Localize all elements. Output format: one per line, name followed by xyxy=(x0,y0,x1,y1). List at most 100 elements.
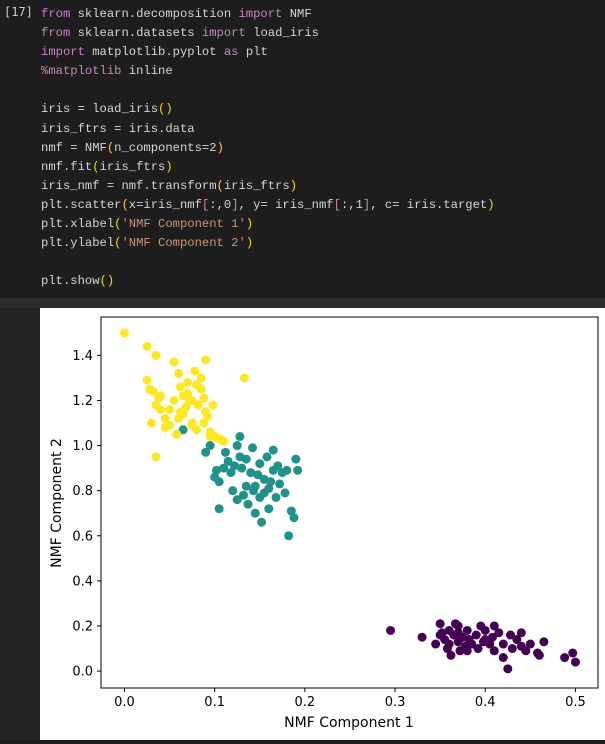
scatter-point xyxy=(190,366,200,376)
scatter-chart: 0.0 0.1 0.2 0.3 0.4 0.5 0.0 0.2 0.4 0.6 0.8 1.0 1.2… xyxy=(49,316,599,731)
code-token: plt.scatter xyxy=(41,197,122,212)
code-line: nmf.fit(iris_ftrs) xyxy=(41,158,495,177)
scatter-point xyxy=(568,648,578,658)
x-tick-label: 0.0 xyxy=(114,695,135,710)
scatter-point xyxy=(264,483,274,493)
scatter-point xyxy=(232,495,242,505)
scatter-point xyxy=(235,432,245,442)
scatter-point xyxy=(498,653,508,663)
y-tick-label: 0.8 xyxy=(72,484,93,499)
scatter-point xyxy=(286,506,296,516)
code-line: from sklearn.decomposition import NMF xyxy=(41,5,495,24)
scatter-point xyxy=(199,418,209,428)
scatter-point xyxy=(570,657,580,667)
scatter-point xyxy=(453,628,463,638)
scatter-point xyxy=(201,355,211,365)
scatter-point xyxy=(239,490,249,500)
code-token: as xyxy=(223,45,239,60)
code-token: plt.xlabel xyxy=(41,217,115,232)
y-axis-label: NMF Component 2 xyxy=(49,438,65,568)
code-token: plt xyxy=(238,45,268,60)
scatter-point xyxy=(273,461,283,471)
scatter-point xyxy=(275,479,285,489)
scatter-point xyxy=(232,441,242,451)
code-line: nmf = NMF(n_components=2) xyxy=(41,139,495,158)
code-token: ) xyxy=(245,236,254,251)
code-token: iris_nmf = nmf.transform xyxy=(41,178,217,193)
scatter-point xyxy=(174,368,184,378)
code-line xyxy=(41,81,495,100)
scatter-point xyxy=(148,386,158,396)
scatter-point xyxy=(293,465,303,475)
scatter-point xyxy=(480,635,490,645)
scatter-point xyxy=(250,508,260,518)
scatter-point xyxy=(178,425,188,435)
code-token: , y= iris_nmf xyxy=(238,197,334,212)
scatter-point xyxy=(539,637,549,647)
scatter-point xyxy=(262,452,272,462)
scatter-point xyxy=(560,653,570,663)
code-token: matplotlib.pyplot xyxy=(84,45,224,60)
scatter-point xyxy=(208,400,218,410)
cell-output-image: 0.0 0.1 0.2 0.3 0.4 0.5 0.0 0.2 0.4 0.6 0.8 1.0 1.2… xyxy=(40,308,605,740)
code-token: NMF xyxy=(282,7,312,21)
scatter-point xyxy=(175,382,185,392)
scatter-point xyxy=(183,377,193,387)
scatter-point xyxy=(467,639,477,649)
code-line: plt.ylabel('NMF Component 2') xyxy=(41,234,495,253)
scatter-point xyxy=(462,625,472,635)
code-token: import xyxy=(41,45,85,60)
scatter-point xyxy=(172,429,182,439)
code-token: ] xyxy=(231,197,239,212)
scatter-point xyxy=(214,504,224,514)
code-token: :,1 xyxy=(340,197,363,212)
scatter-point xyxy=(237,463,247,473)
code-token: ) xyxy=(165,159,173,174)
code-token: () xyxy=(158,102,173,117)
scatter-point xyxy=(229,461,239,471)
scatter-point xyxy=(169,395,179,405)
scatter-point xyxy=(291,454,301,464)
scatter-point xyxy=(512,635,522,645)
code-token: iris_ftrs = iris.data xyxy=(41,121,195,136)
scatter-point xyxy=(271,492,281,502)
scatter-point xyxy=(525,639,535,649)
scatter-point xyxy=(241,481,251,491)
scatter-point xyxy=(228,486,238,496)
x-tick-label: 0.4 xyxy=(475,695,496,710)
code-line: plt.xlabel('NMF Component 1') xyxy=(41,215,495,234)
plot-frame xyxy=(100,316,599,689)
code-editor[interactable]: from sklearn.decomposition import NMF fro… xyxy=(41,5,495,291)
scatter-point xyxy=(534,650,544,660)
scatter-point xyxy=(435,619,445,629)
scatter-point xyxy=(471,630,481,640)
scatter-point xyxy=(219,436,229,446)
code-token: iris = load_iris xyxy=(41,102,159,117)
scatter-point xyxy=(211,465,221,475)
scatter-point xyxy=(257,517,267,527)
scatter-point xyxy=(494,628,504,638)
scatter-point xyxy=(241,454,251,464)
scatter-point xyxy=(214,477,224,487)
code-token: 'NMF Component 1' xyxy=(121,217,246,232)
code-token: inline xyxy=(121,64,173,79)
scatter-point xyxy=(192,425,202,435)
scatter-point xyxy=(516,628,526,638)
code-token: import xyxy=(201,26,246,41)
code-token: ( xyxy=(216,178,224,193)
code-cell[interactable]: [17] from sklearn.decomposition import N… xyxy=(0,0,605,298)
y-tick-label: 0.0 xyxy=(72,665,93,680)
code-token: ( xyxy=(121,197,129,212)
scatter-point xyxy=(119,328,129,338)
scatter-point xyxy=(142,341,152,351)
scatter-point xyxy=(431,639,441,649)
code-token: ( xyxy=(114,236,122,251)
code-line xyxy=(41,253,495,272)
scatter-point xyxy=(181,402,191,412)
scatter-point xyxy=(268,445,278,455)
scatter-point xyxy=(444,639,454,649)
code-line: plt.show() xyxy=(41,272,495,291)
code-token: [ xyxy=(333,197,341,212)
scatter-point xyxy=(453,621,463,631)
code-token: () xyxy=(99,274,115,289)
